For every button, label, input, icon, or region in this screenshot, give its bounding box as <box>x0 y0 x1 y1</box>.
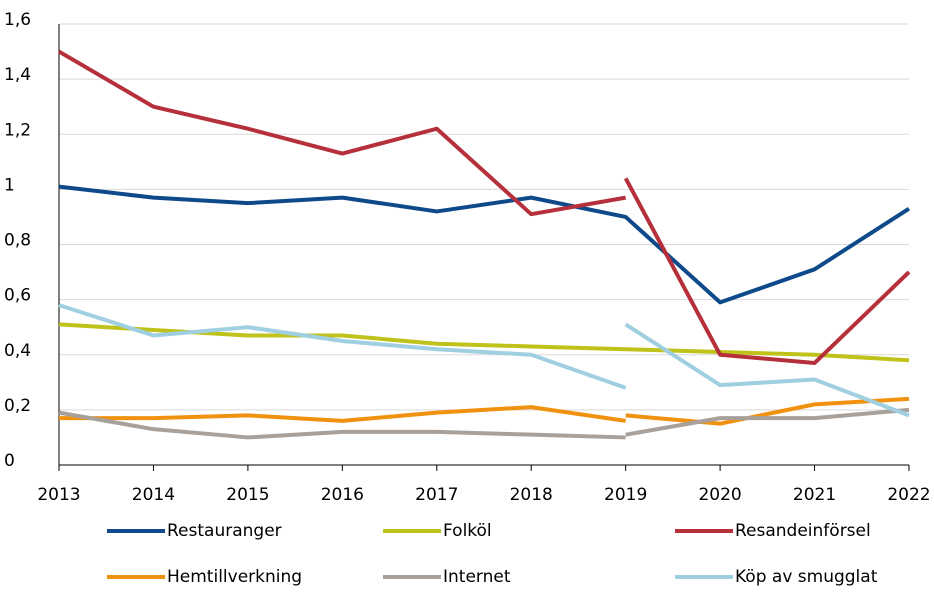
y-tick-label: 0,4 <box>4 341 31 361</box>
x-tick-label: 2019 <box>604 485 647 505</box>
x-tick-label: 2021 <box>793 485 836 505</box>
y-tick-label: 0,2 <box>4 396 31 416</box>
x-tick-label: 2017 <box>415 485 458 505</box>
x-tick-label: 2018 <box>510 485 553 505</box>
x-tick-label: 2016 <box>321 485 364 505</box>
x-tick-label: 2015 <box>226 485 269 505</box>
y-tick-label: 1,2 <box>4 120 31 140</box>
x-tick-label: 2013 <box>37 485 80 505</box>
x-tick-label: 2014 <box>132 485 175 505</box>
series-line <box>58 303 910 418</box>
legend-label: Hemtillverkning <box>167 567 302 587</box>
series-line <box>58 184 911 305</box>
y-tick-label: 0 <box>4 451 15 471</box>
series-line <box>59 396 910 426</box>
legend-label: Köp av smugglat <box>735 567 878 587</box>
legend-label: Resandeinförsel <box>735 521 871 541</box>
series-line <box>58 407 910 440</box>
y-tick-label: 1,6 <box>4 10 31 30</box>
series-line <box>57 49 911 366</box>
legend-label: Restauranger <box>167 521 282 541</box>
legend-label: Internet <box>443 567 511 587</box>
y-tick-label: 0,8 <box>4 231 31 251</box>
y-tick-label: 0,6 <box>4 286 31 306</box>
y-tick-label: 1,4 <box>4 65 31 85</box>
x-tick-label: 2022 <box>887 485 930 505</box>
x-tick-label: 2020 <box>698 485 741 505</box>
y-tick-label: 1 <box>4 175 15 195</box>
legend-label: Folköl <box>443 521 492 541</box>
